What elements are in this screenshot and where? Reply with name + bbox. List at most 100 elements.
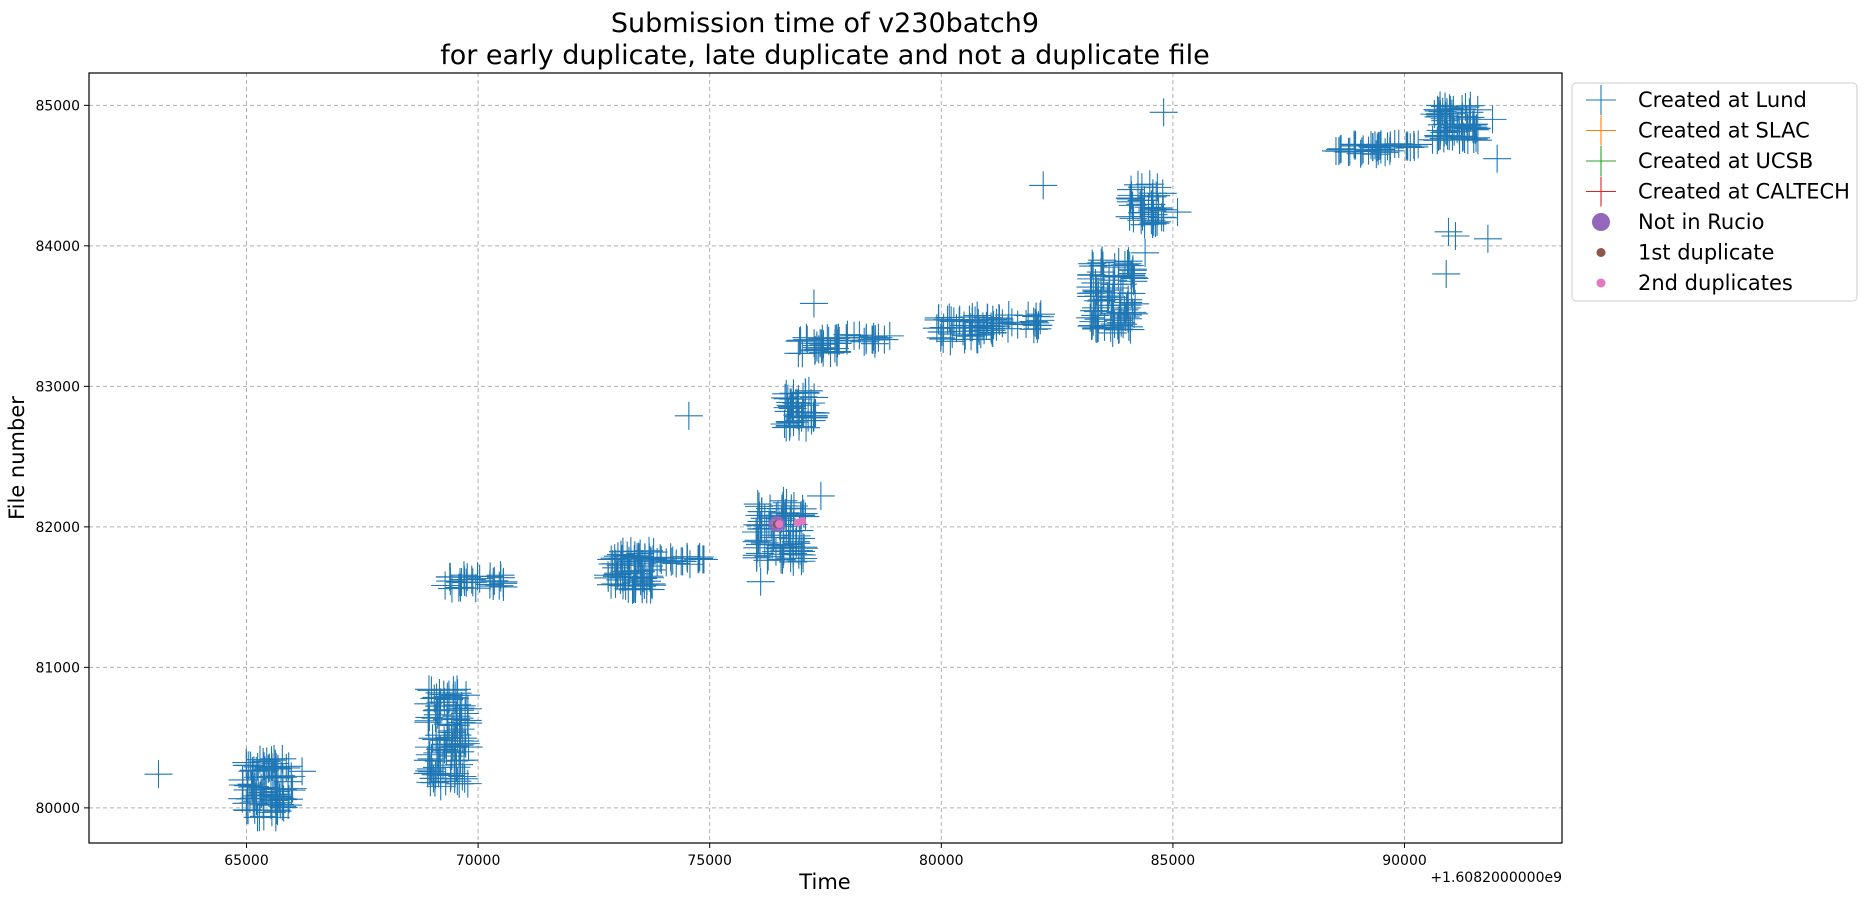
data-point (1138, 179, 1167, 208)
data-point (771, 498, 800, 527)
data-point (924, 303, 953, 332)
data-point (675, 550, 704, 579)
data-point (926, 323, 955, 352)
data-point (1138, 210, 1167, 239)
data-point (1117, 181, 1146, 210)
legend-label: Not in Rucio (1638, 210, 1764, 234)
y-tick-label: 82000 (35, 520, 80, 536)
data-point (636, 546, 665, 575)
legend-label: Created at UCSB (1638, 149, 1813, 173)
data-point (1358, 133, 1387, 162)
data-point (421, 704, 450, 733)
data-point (806, 329, 835, 358)
data-point (1141, 209, 1170, 238)
data-point (451, 729, 480, 758)
data-point (1012, 309, 1041, 338)
data-point (1426, 91, 1455, 120)
data-point (1441, 221, 1470, 250)
data-point (1089, 261, 1118, 290)
legend-marker (1586, 115, 1616, 146)
data-point (450, 764, 479, 793)
data-point (1392, 131, 1421, 160)
data-point (939, 307, 968, 336)
data-point (1450, 125, 1479, 154)
data-point (1022, 302, 1051, 331)
y-tick-label: 85000 (35, 98, 80, 114)
data-point (791, 391, 820, 420)
data-point (433, 682, 462, 711)
data-point (1448, 102, 1477, 131)
data-point (769, 486, 798, 515)
data-point (794, 403, 823, 432)
data-point (1120, 264, 1149, 293)
data-point (1432, 259, 1461, 288)
data-point (594, 563, 623, 592)
data-point (1023, 314, 1052, 343)
data-point (268, 744, 297, 773)
data-point (433, 710, 462, 739)
data-point (1088, 246, 1117, 275)
data-point (787, 540, 816, 569)
chart-title-line2: for early duplicate, late duplicate and … (440, 40, 1210, 71)
data-point (789, 398, 818, 427)
data-point (821, 324, 850, 353)
data-point (802, 331, 831, 360)
data-point (239, 788, 268, 817)
data-point (1131, 238, 1160, 267)
y-tick-label: 83000 (35, 379, 80, 395)
data-point (1076, 303, 1105, 332)
data-point (261, 749, 290, 778)
data-point (234, 796, 263, 825)
data-point (441, 732, 470, 761)
data-point (616, 537, 645, 566)
data-point (454, 709, 483, 738)
data-point (422, 696, 451, 725)
data-point (1335, 137, 1364, 166)
x-tick-label: 75000 (687, 853, 732, 869)
data-point (766, 534, 795, 563)
data-point (457, 565, 486, 594)
data-point (1429, 124, 1458, 153)
legend: Created at Lund Created at SLAC Created at… (1571, 82, 1858, 302)
legend-marker (1586, 146, 1616, 176)
data-point (1029, 171, 1058, 200)
data-point (772, 379, 801, 408)
data-point (859, 322, 888, 351)
plot-area (144, 91, 1512, 832)
data-point (434, 680, 463, 709)
legend-label: 1st duplicate (1638, 241, 1774, 265)
data-point (785, 327, 814, 356)
data-point (638, 571, 667, 600)
data-point (1082, 277, 1111, 306)
data-point (267, 761, 296, 790)
data-point (1163, 198, 1192, 227)
legend-label: 2nd duplicates (1638, 271, 1793, 295)
data-point (1117, 261, 1146, 290)
data-point (416, 754, 445, 783)
data-point (988, 309, 1017, 338)
data-point (1100, 253, 1129, 282)
data-point (600, 544, 629, 573)
legend-box (1571, 82, 1858, 302)
data-point (742, 543, 771, 572)
data-point (1121, 289, 1150, 318)
data-point (845, 321, 874, 350)
data-point (779, 547, 808, 576)
series-created-at-lund (144, 91, 1512, 832)
data-point (761, 537, 790, 566)
x-tick-label: 70000 (456, 853, 501, 869)
data-point (430, 688, 459, 717)
data-point (1346, 139, 1375, 168)
data-point (772, 488, 801, 517)
legend-label: Created at Lund (1638, 88, 1807, 112)
data-point (951, 321, 980, 350)
y-axis-label: File number (5, 396, 29, 520)
data-point (1400, 132, 1429, 161)
data-point (783, 401, 812, 430)
data-point (1095, 276, 1124, 305)
data-point (288, 757, 317, 786)
data-point (263, 782, 292, 811)
x-tick-label: 85000 (1151, 853, 1196, 869)
data-point (657, 547, 686, 576)
